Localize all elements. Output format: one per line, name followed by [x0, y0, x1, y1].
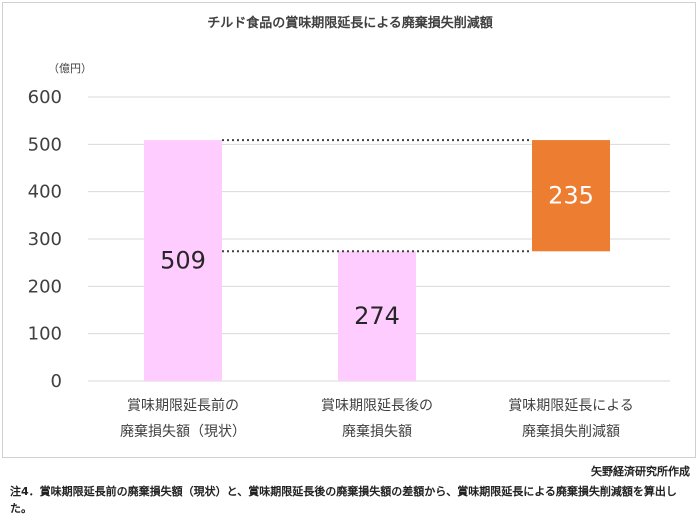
chart-plot: 0 100 200 300 400 500 600 509 274 235 — [28, 87, 670, 392]
y-tick-label: 0 — [51, 371, 62, 392]
chart-title: チルド食品の賞味期限延長による廃棄損失削減額 — [207, 16, 493, 31]
x-category-line: 廃棄損失削減額 — [522, 424, 620, 440]
x-category-line: 廃棄損失額（現状） — [120, 424, 246, 440]
x-category-line: 賞味期限延長による — [508, 398, 634, 414]
footnote: 注4．賞味期限延長前の廃棄損失額（現状）と、賞味期限延長後の廃棄損失額の差額から… — [10, 485, 677, 515]
x-category-line: 賞味期限延長後の — [321, 398, 433, 414]
x-category-label: 賞味期限延長後の 廃棄損失額 — [277, 393, 477, 445]
data-label: 274 — [354, 302, 400, 330]
source-credit: 矢野経済研究所作成 — [591, 465, 690, 478]
y-axis-unit: （億円） — [48, 62, 92, 75]
x-category-label: 賞味期限延長による 廃棄損失削減額 — [471, 393, 671, 445]
y-tick-label: 600 — [28, 87, 62, 108]
bar — [532, 140, 610, 252]
y-tick-label: 300 — [28, 229, 62, 250]
y-tick-label: 100 — [28, 324, 62, 345]
bar — [144, 140, 222, 381]
data-label: 235 — [548, 182, 594, 210]
y-tick-label: 200 — [28, 276, 62, 297]
x-category-line: 賞味期限延長前の — [127, 398, 239, 414]
data-label: 509 — [160, 247, 206, 275]
bar — [338, 251, 416, 381]
y-tick-label: 500 — [28, 134, 62, 155]
y-tick-label: 400 — [28, 182, 62, 203]
x-category-label: 賞味期限延長前の 廃棄損失額（現状） — [83, 393, 283, 445]
x-category-line: 廃棄損失額 — [342, 424, 412, 440]
